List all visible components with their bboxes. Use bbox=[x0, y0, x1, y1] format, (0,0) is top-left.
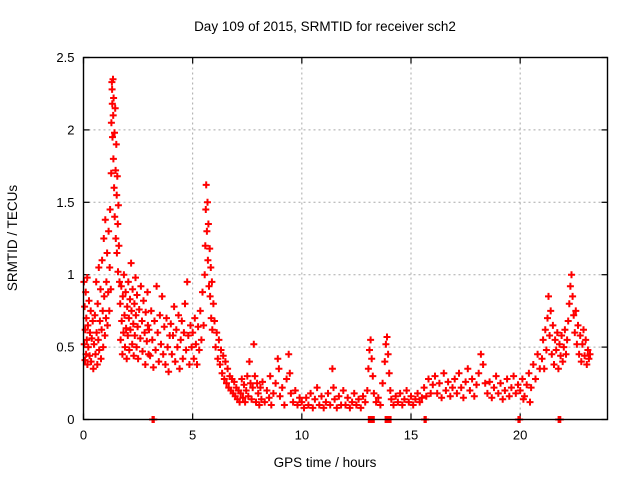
y-tick-label: 2 bbox=[67, 122, 74, 137]
y-tick-label: 0.5 bbox=[56, 340, 74, 355]
y-tick-label: 2.5 bbox=[56, 50, 74, 65]
chart-title: Day 109 of 2015, SRMTID for receiver sch… bbox=[194, 19, 456, 34]
y-tick-label: 1.5 bbox=[56, 195, 74, 210]
x-tick-label: 10 bbox=[295, 428, 309, 443]
x-tick-label: 20 bbox=[513, 428, 527, 443]
plot-border bbox=[82, 56, 609, 421]
y-tick-label: 0 bbox=[67, 412, 74, 427]
x-axis-label: GPS time / hours bbox=[274, 455, 377, 470]
y-axis-label: SRMTID / TECUs bbox=[5, 185, 20, 292]
x-tick-label: 0 bbox=[80, 428, 87, 443]
y-tick-label: 1 bbox=[67, 267, 74, 282]
grid-lines bbox=[83, 57, 608, 420]
x-tick-label: 5 bbox=[189, 428, 196, 443]
tick-labels: 0 5 10 15 20 0 0.5 1 1.5 2 2.5 bbox=[56, 50, 527, 443]
data-points bbox=[80, 75, 594, 423]
x-tick-label: 15 bbox=[404, 428, 418, 443]
